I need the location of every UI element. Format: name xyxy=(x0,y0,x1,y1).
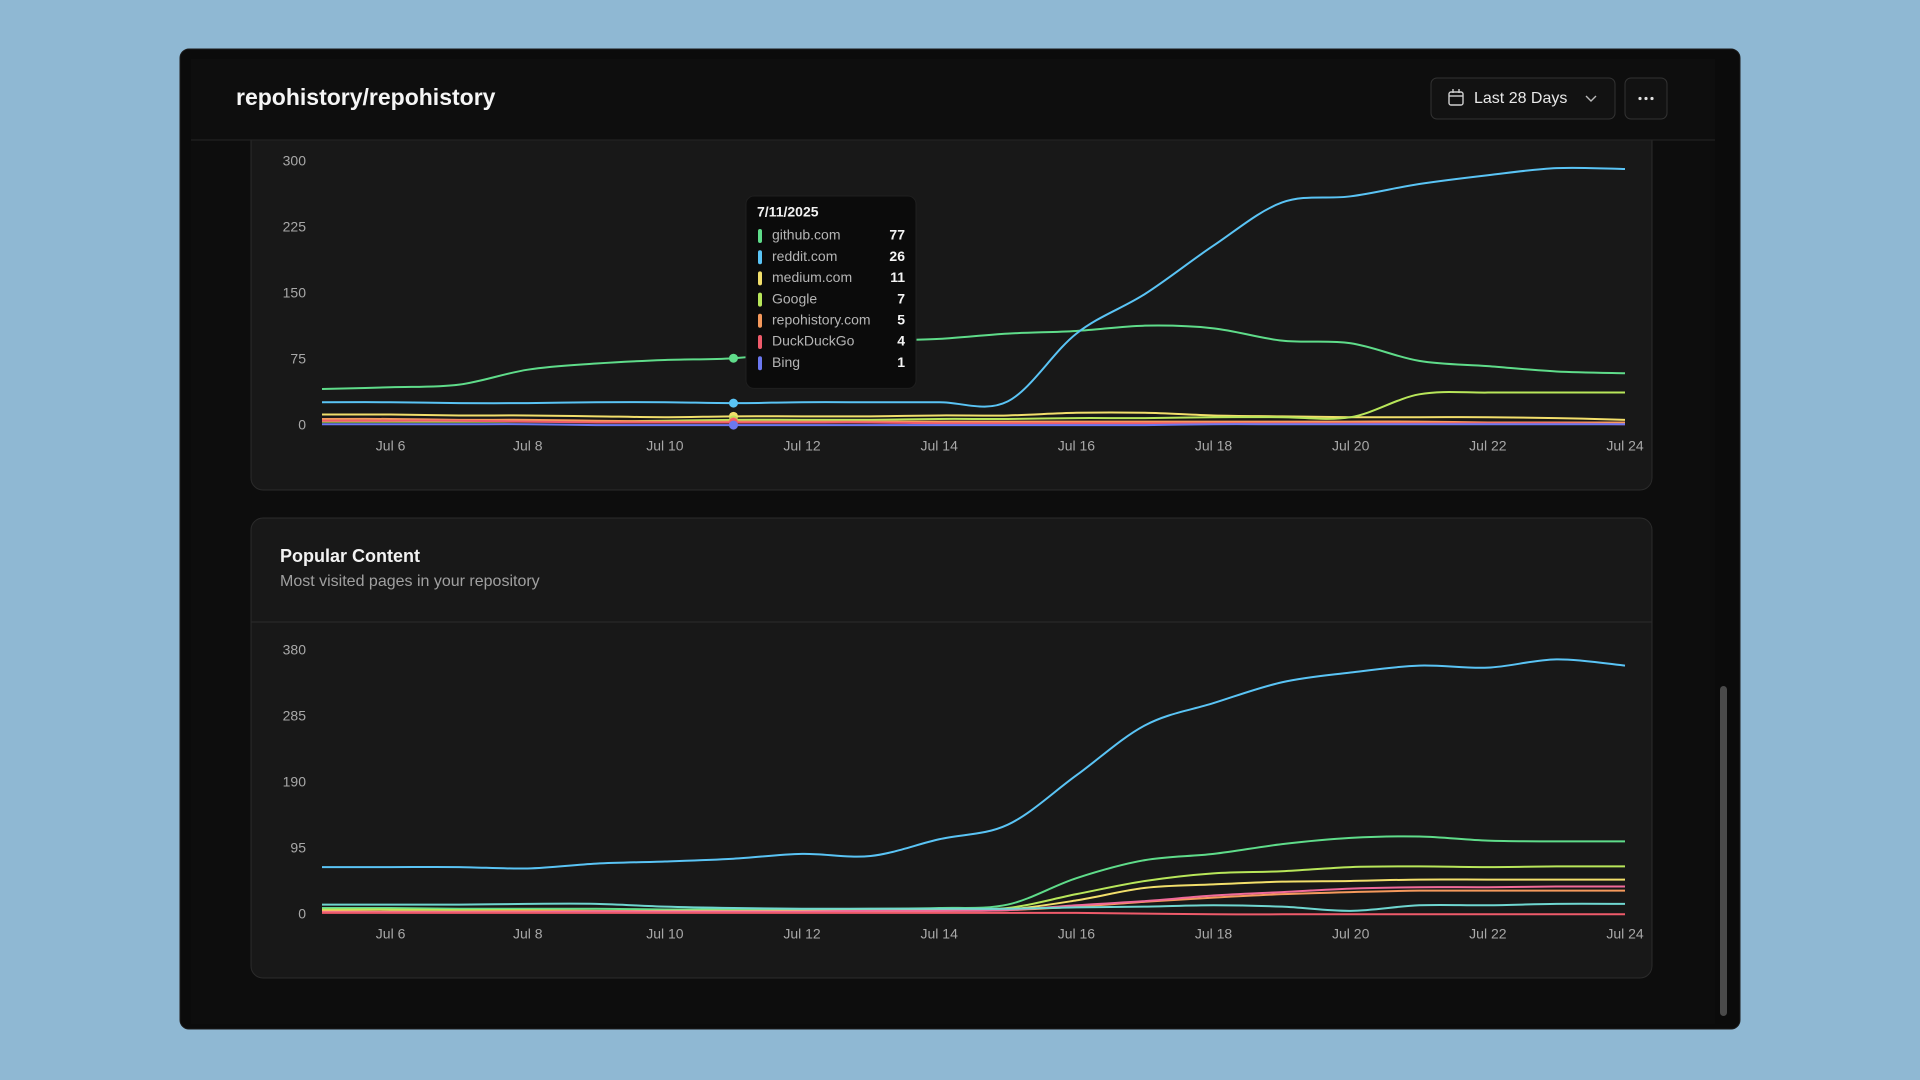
x-tick-label: Jul 18 xyxy=(1195,926,1233,942)
tooltip-name: reddit.com xyxy=(772,248,837,264)
x-tick-label: Jul 16 xyxy=(1058,926,1096,942)
y-tick-label: 285 xyxy=(283,708,307,724)
x-tick-label: Jul 20 xyxy=(1332,926,1370,942)
chevron-icon xyxy=(1585,95,1597,102)
tooltip-name: repohistory.com xyxy=(772,312,871,328)
y-tick-label: 75 xyxy=(290,351,306,367)
x-tick-label: Jul 6 xyxy=(376,438,406,454)
tooltip-swatch xyxy=(758,356,762,371)
hover-point xyxy=(728,398,738,408)
tooltip-name: DuckDuckGo xyxy=(772,333,855,349)
series-line xyxy=(322,902,1626,912)
series-line xyxy=(322,658,1626,870)
tooltip-date: 7/11/2025 xyxy=(757,204,819,220)
x-tick-label: Jul 10 xyxy=(646,926,684,942)
x-tick-label: Jul 6 xyxy=(376,926,406,942)
x-tick-label: Jul 8 xyxy=(513,926,543,942)
y-tick-label: 190 xyxy=(283,774,307,790)
y-tick-label: 150 xyxy=(283,285,307,301)
date-range-label[interactable]: Last 28 Days xyxy=(1474,90,1567,107)
x-tick-label: Jul 14 xyxy=(921,438,959,454)
x-tick-label: Jul 24 xyxy=(1606,926,1644,942)
tooltip-swatch xyxy=(758,271,762,286)
y-tick-label: 95 xyxy=(290,840,306,856)
tooltip-swatch xyxy=(758,335,762,349)
tooltip-value: 77 xyxy=(889,227,905,243)
x-tick-label: Jul 24 xyxy=(1606,438,1644,454)
y-tick-label: 0 xyxy=(298,906,306,922)
card-subtitle: Most visited pages in your repository xyxy=(280,573,540,590)
scrollbar-thumb[interactable] xyxy=(1720,686,1727,1016)
tooltip-swatch xyxy=(758,250,762,265)
tooltip-name: github.com xyxy=(772,227,840,243)
x-tick-label: Jul 8 xyxy=(513,438,543,454)
tooltip-name: medium.com xyxy=(772,269,852,285)
tooltip-swatch xyxy=(758,313,762,328)
x-tick-label: Jul 22 xyxy=(1469,926,1507,942)
y-tick-label: 380 xyxy=(283,642,307,658)
hover-point xyxy=(728,420,738,430)
tooltip-name: Bing xyxy=(772,354,800,370)
series-line xyxy=(321,166,1626,408)
x-tick-label: Jul 16 xyxy=(1058,438,1096,454)
series-line xyxy=(321,417,1625,424)
tooltip xyxy=(745,195,917,389)
series-line xyxy=(321,324,1626,391)
x-tick-label: Jul 20 xyxy=(1332,438,1370,454)
tooltip-value: 7 xyxy=(897,290,905,306)
series-line xyxy=(321,411,1626,421)
hover-point xyxy=(728,353,738,363)
chart-card xyxy=(250,89,1653,491)
card-title: Popular Content xyxy=(280,546,420,566)
tooltip-value: 4 xyxy=(897,333,905,349)
y-tick-label: 300 xyxy=(283,153,307,169)
x-tick-label: Jul 18 xyxy=(1195,438,1233,454)
x-tick-label: Jul 10 xyxy=(646,438,684,454)
tooltip-value: 5 xyxy=(897,312,905,328)
x-tick-label: Jul 12 xyxy=(783,438,821,454)
tooltip-swatch xyxy=(758,292,762,307)
tooltip-value: 1 xyxy=(897,354,905,370)
series-line xyxy=(322,911,1626,916)
y-tick-label: 0 xyxy=(298,417,306,433)
series-line xyxy=(321,423,1625,427)
calendar-icon xyxy=(1448,89,1464,106)
tooltip-swatch xyxy=(758,229,762,243)
x-tick-label: Jul 12 xyxy=(783,926,821,942)
tooltip-value: 11 xyxy=(890,269,905,285)
y-tick-label: 225 xyxy=(283,219,307,235)
x-tick-label: Jul 14 xyxy=(921,926,959,942)
x-tick-label: Jul 22 xyxy=(1469,438,1507,454)
more-icon xyxy=(1638,96,1654,101)
repo-title: repohistory/repohistory xyxy=(236,84,496,110)
tooltip-name: Google xyxy=(772,290,817,306)
date-range-button[interactable] xyxy=(1430,77,1616,120)
tooltip-value: 26 xyxy=(889,248,905,264)
